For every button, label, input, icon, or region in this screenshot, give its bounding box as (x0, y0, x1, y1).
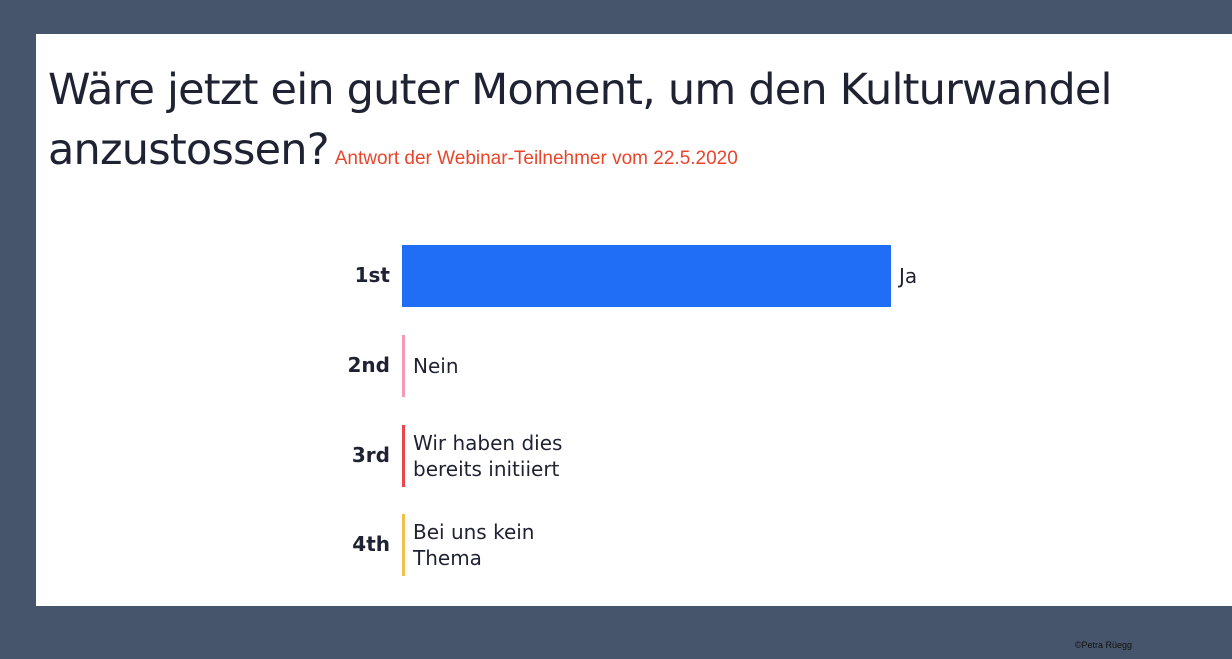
answer-label-2: Nein (413, 354, 459, 378)
rank-label-3: 3rd (351, 443, 390, 467)
bar-3 (402, 425, 405, 487)
bar-1 (402, 245, 891, 307)
rank-label-2: 2nd (347, 353, 390, 377)
chart-title-text: Wäre jetzt ein guter Moment, um den Kult… (48, 65, 1112, 175)
bar-4 (402, 514, 405, 576)
copyright-text: ©Petra Rüegg (1074, 640, 1132, 650)
rank-label-1: 1st (354, 263, 390, 287)
bar-2 (402, 335, 405, 397)
answer-label-3: Wir haben dies bereits initiiert (413, 431, 563, 481)
rank-label-4: 4th (352, 532, 390, 556)
slide-card: Wäre jetzt ein guter Moment, um den Kult… (36, 34, 1232, 606)
answer-label-1: Ja (899, 264, 918, 288)
answer-label-4: Bei uns kein Thema (413, 520, 535, 570)
chart-title: Wäre jetzt ein guter Moment, um den Kult… (48, 60, 1218, 189)
chart-subtitle: Antwort der Webinar-Teilnehmer vom 22.5.… (334, 148, 738, 169)
